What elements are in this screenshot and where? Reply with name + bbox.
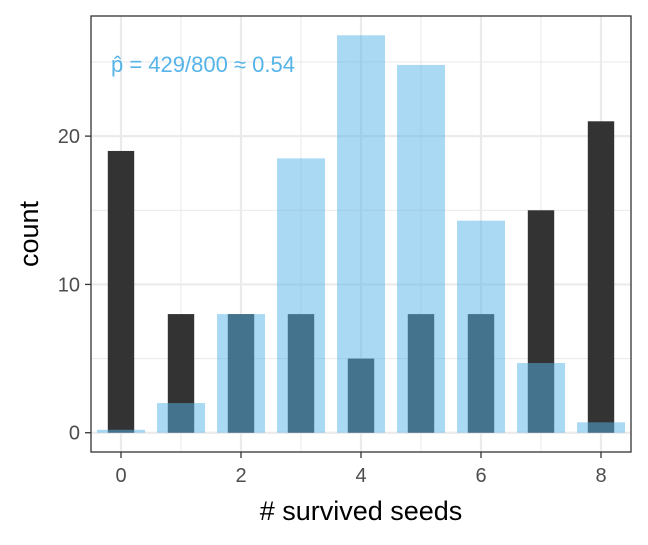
tick-layer: 0 2 4 6 8 0 10 20 — [58, 126, 607, 487]
binomial-bar — [277, 158, 325, 433]
x-tick-label: 8 — [595, 465, 606, 487]
y-tick-label: 20 — [58, 126, 80, 148]
binomial-bar — [577, 422, 625, 433]
x-tick-label: 0 — [115, 465, 126, 487]
observed-bar — [107, 150, 135, 433]
observed-bar — [587, 121, 615, 433]
binomial-bar — [457, 220, 505, 433]
y-tick-label: 0 — [69, 423, 80, 445]
x-tick-label: 4 — [355, 465, 366, 487]
binomial-bar — [337, 35, 385, 433]
binomial-bar — [517, 363, 565, 433]
y-axis-title: count — [14, 200, 44, 267]
x-axis-title: # survived seeds — [260, 496, 463, 526]
y-tick-label: 10 — [58, 274, 80, 296]
binomial-bar — [157, 403, 205, 433]
estimate-annotation: p̂ = 429/800 ≈ 0.54 — [111, 52, 295, 77]
bar-layer — [97, 35, 625, 433]
binomial-bar — [397, 64, 445, 433]
binomial-bar — [97, 429, 145, 433]
binomial-bar — [217, 314, 265, 433]
x-tick-label: 2 — [235, 465, 246, 487]
x-tick-label: 6 — [475, 465, 486, 487]
